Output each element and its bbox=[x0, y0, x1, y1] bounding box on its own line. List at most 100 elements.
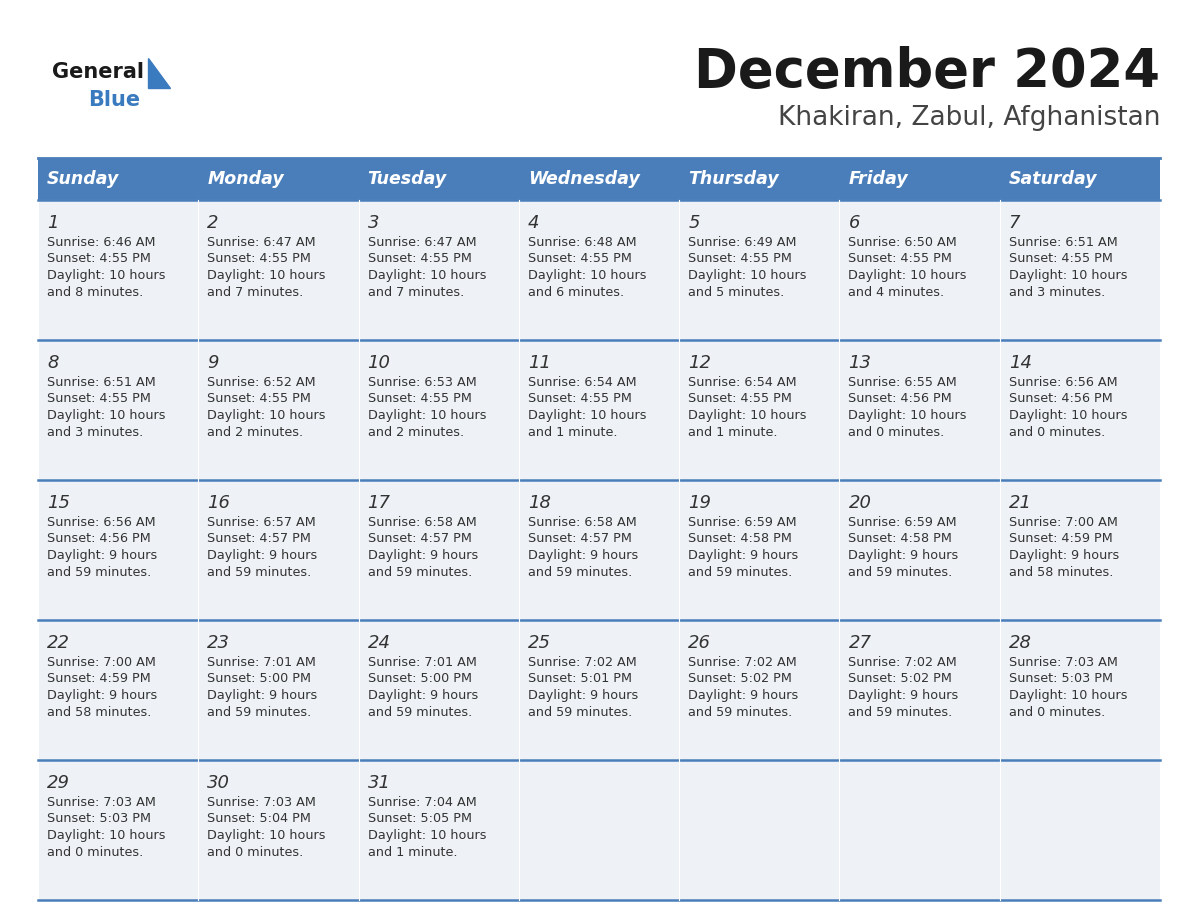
Text: Sunset: 4:55 PM: Sunset: 4:55 PM bbox=[527, 393, 632, 406]
Text: Sunrise: 7:00 AM: Sunrise: 7:00 AM bbox=[1009, 516, 1118, 529]
Text: Daylight: 9 hours: Daylight: 9 hours bbox=[688, 689, 798, 702]
Text: Sunset: 4:57 PM: Sunset: 4:57 PM bbox=[207, 532, 311, 545]
Text: Sunday: Sunday bbox=[48, 170, 119, 188]
Text: 17: 17 bbox=[367, 494, 391, 512]
Text: 2: 2 bbox=[207, 214, 219, 232]
Text: and 1 minute.: and 1 minute. bbox=[688, 426, 778, 439]
Text: and 7 minutes.: and 7 minutes. bbox=[207, 285, 304, 298]
Bar bbox=[680, 200, 840, 340]
Text: Sunrise: 6:52 AM: Sunrise: 6:52 AM bbox=[207, 376, 316, 389]
Text: and 59 minutes.: and 59 minutes. bbox=[48, 565, 151, 578]
Bar bbox=[519, 158, 680, 200]
Text: Sunrise: 6:54 AM: Sunrise: 6:54 AM bbox=[688, 376, 797, 389]
Text: 6: 6 bbox=[848, 214, 860, 232]
Text: Sunset: 4:58 PM: Sunset: 4:58 PM bbox=[848, 532, 953, 545]
Text: 23: 23 bbox=[207, 634, 230, 652]
Bar bbox=[359, 480, 519, 620]
Text: Sunset: 4:59 PM: Sunset: 4:59 PM bbox=[1009, 532, 1112, 545]
Text: 24: 24 bbox=[367, 634, 391, 652]
Bar bbox=[198, 760, 359, 900]
Text: 22: 22 bbox=[48, 634, 70, 652]
Text: Sunrise: 6:51 AM: Sunrise: 6:51 AM bbox=[1009, 236, 1118, 249]
Text: Daylight: 10 hours: Daylight: 10 hours bbox=[367, 269, 486, 282]
Text: Sunset: 4:59 PM: Sunset: 4:59 PM bbox=[48, 673, 151, 686]
Text: 21: 21 bbox=[1009, 494, 1031, 512]
Bar bbox=[198, 480, 359, 620]
Text: Daylight: 9 hours: Daylight: 9 hours bbox=[848, 689, 959, 702]
Bar bbox=[840, 158, 1000, 200]
Text: and 59 minutes.: and 59 minutes. bbox=[688, 565, 792, 578]
Text: 19: 19 bbox=[688, 494, 712, 512]
Text: Sunrise: 7:01 AM: Sunrise: 7:01 AM bbox=[207, 656, 316, 669]
Bar bbox=[840, 200, 1000, 340]
Text: and 0 minutes.: and 0 minutes. bbox=[1009, 706, 1105, 719]
Text: Daylight: 10 hours: Daylight: 10 hours bbox=[848, 269, 967, 282]
Text: Daylight: 10 hours: Daylight: 10 hours bbox=[48, 269, 165, 282]
Text: Blue: Blue bbox=[88, 90, 140, 110]
Text: Sunrise: 6:48 AM: Sunrise: 6:48 AM bbox=[527, 236, 637, 249]
Bar bbox=[359, 620, 519, 760]
Bar bbox=[840, 480, 1000, 620]
Bar bbox=[519, 340, 680, 480]
Text: Sunrise: 6:57 AM: Sunrise: 6:57 AM bbox=[207, 516, 316, 529]
Text: 18: 18 bbox=[527, 494, 551, 512]
Text: Daylight: 9 hours: Daylight: 9 hours bbox=[367, 689, 478, 702]
Text: and 4 minutes.: and 4 minutes. bbox=[848, 285, 944, 298]
Text: 20: 20 bbox=[848, 494, 872, 512]
Text: Sunset: 4:55 PM: Sunset: 4:55 PM bbox=[207, 252, 311, 265]
Polygon shape bbox=[148, 58, 170, 88]
Text: Daylight: 10 hours: Daylight: 10 hours bbox=[48, 829, 165, 842]
Text: and 59 minutes.: and 59 minutes. bbox=[527, 565, 632, 578]
Text: Sunrise: 7:02 AM: Sunrise: 7:02 AM bbox=[527, 656, 637, 669]
Text: Saturday: Saturday bbox=[1009, 170, 1098, 188]
Text: 31: 31 bbox=[367, 774, 391, 792]
Text: Sunset: 4:55 PM: Sunset: 4:55 PM bbox=[848, 252, 953, 265]
Text: Daylight: 10 hours: Daylight: 10 hours bbox=[688, 269, 807, 282]
Text: 8: 8 bbox=[48, 354, 58, 372]
Text: 11: 11 bbox=[527, 354, 551, 372]
Text: Sunset: 5:05 PM: Sunset: 5:05 PM bbox=[367, 812, 472, 825]
Bar bbox=[359, 158, 519, 200]
Bar bbox=[840, 760, 1000, 900]
Text: Sunset: 4:55 PM: Sunset: 4:55 PM bbox=[1009, 252, 1113, 265]
Text: Sunrise: 6:47 AM: Sunrise: 6:47 AM bbox=[367, 236, 476, 249]
Text: Daylight: 9 hours: Daylight: 9 hours bbox=[1009, 549, 1119, 562]
Text: Sunrise: 7:03 AM: Sunrise: 7:03 AM bbox=[207, 796, 316, 809]
Text: Sunrise: 6:50 AM: Sunrise: 6:50 AM bbox=[848, 236, 958, 249]
Text: and 1 minute.: and 1 minute. bbox=[527, 426, 618, 439]
Text: Sunrise: 6:58 AM: Sunrise: 6:58 AM bbox=[527, 516, 637, 529]
Bar bbox=[840, 340, 1000, 480]
Text: Sunrise: 6:51 AM: Sunrise: 6:51 AM bbox=[48, 376, 156, 389]
Text: Daylight: 9 hours: Daylight: 9 hours bbox=[527, 549, 638, 562]
Text: Sunset: 4:55 PM: Sunset: 4:55 PM bbox=[527, 252, 632, 265]
Text: Daylight: 9 hours: Daylight: 9 hours bbox=[527, 689, 638, 702]
Text: 5: 5 bbox=[688, 214, 700, 232]
Text: Daylight: 10 hours: Daylight: 10 hours bbox=[527, 269, 646, 282]
Text: 10: 10 bbox=[367, 354, 391, 372]
Bar bbox=[38, 480, 198, 620]
Text: Sunrise: 7:02 AM: Sunrise: 7:02 AM bbox=[688, 656, 797, 669]
Bar bbox=[359, 340, 519, 480]
Text: and 59 minutes.: and 59 minutes. bbox=[848, 565, 953, 578]
Text: Sunset: 4:55 PM: Sunset: 4:55 PM bbox=[367, 393, 472, 406]
Text: 3: 3 bbox=[367, 214, 379, 232]
Bar bbox=[1000, 340, 1159, 480]
Text: and 2 minutes.: and 2 minutes. bbox=[207, 426, 303, 439]
Text: 4: 4 bbox=[527, 214, 539, 232]
Bar bbox=[359, 200, 519, 340]
Text: 26: 26 bbox=[688, 634, 712, 652]
Text: Sunset: 5:03 PM: Sunset: 5:03 PM bbox=[1009, 673, 1113, 686]
Text: 15: 15 bbox=[48, 494, 70, 512]
Text: General: General bbox=[52, 62, 144, 82]
Text: 14: 14 bbox=[1009, 354, 1031, 372]
Text: and 59 minutes.: and 59 minutes. bbox=[207, 565, 311, 578]
Bar bbox=[1000, 480, 1159, 620]
Text: and 59 minutes.: and 59 minutes. bbox=[367, 706, 472, 719]
Text: and 7 minutes.: and 7 minutes. bbox=[367, 285, 463, 298]
Text: Sunset: 5:01 PM: Sunset: 5:01 PM bbox=[527, 673, 632, 686]
Text: 7: 7 bbox=[1009, 214, 1020, 232]
Text: and 6 minutes.: and 6 minutes. bbox=[527, 285, 624, 298]
Text: Daylight: 9 hours: Daylight: 9 hours bbox=[48, 689, 157, 702]
Text: and 58 minutes.: and 58 minutes. bbox=[1009, 565, 1113, 578]
Text: Daylight: 10 hours: Daylight: 10 hours bbox=[1009, 269, 1127, 282]
